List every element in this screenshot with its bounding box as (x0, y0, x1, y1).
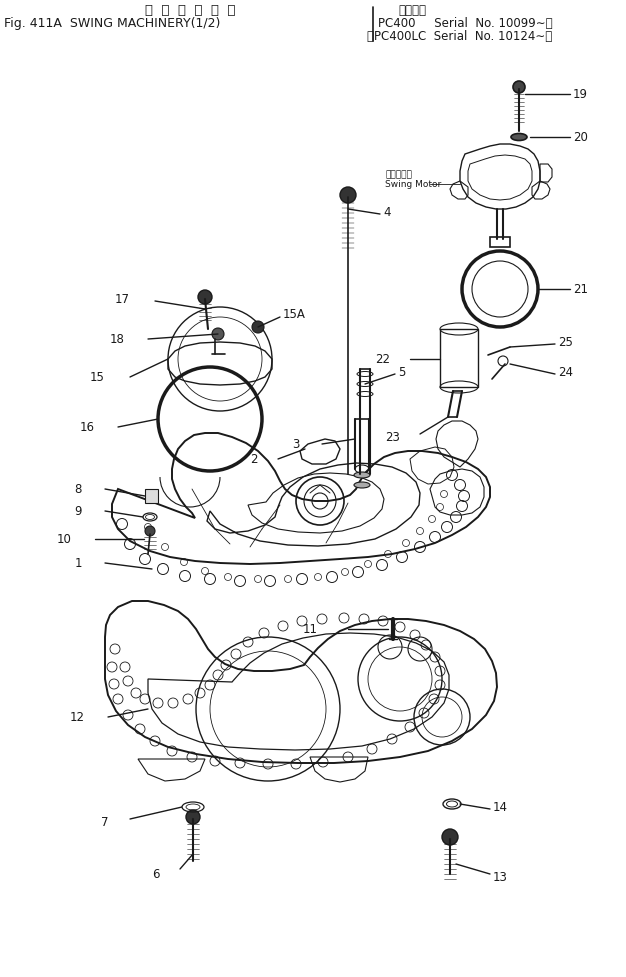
Text: 適用号機: 適用号機 (398, 5, 426, 18)
Text: 9: 9 (74, 505, 82, 518)
Text: 20: 20 (573, 131, 588, 145)
Text: （PC400LC  Serial  No. 10124∼）: （PC400LC Serial No. 10124∼） (367, 30, 552, 43)
Text: 旋回モータ: 旋回モータ (385, 170, 412, 180)
Text: 旋  回  マ  シ  ナ  リ: 旋 回 マ シ ナ リ (145, 5, 235, 18)
Text: 12: 12 (70, 711, 85, 724)
Polygon shape (145, 489, 158, 503)
Bar (440, 329, 478, 388)
Ellipse shape (354, 473, 370, 479)
Text: 23: 23 (385, 431, 400, 444)
Text: 17: 17 (115, 293, 130, 306)
Text: 16: 16 (80, 421, 95, 434)
Text: 8: 8 (74, 483, 82, 496)
Text: 10: 10 (57, 533, 72, 546)
Text: 11: 11 (303, 623, 318, 636)
Text: 6: 6 (153, 868, 160, 880)
Circle shape (186, 810, 200, 825)
Text: 15A: 15A (283, 308, 306, 321)
Text: 13: 13 (493, 871, 508, 883)
Text: 14: 14 (493, 801, 508, 814)
Text: 3: 3 (292, 438, 300, 451)
Text: 2: 2 (250, 453, 258, 466)
Text: 7: 7 (101, 816, 108, 828)
Text: 18: 18 (110, 333, 125, 346)
Text: PC400     Serial  No. 10099∼）: PC400 Serial No. 10099∼） (378, 18, 553, 30)
Circle shape (442, 829, 458, 845)
Ellipse shape (511, 135, 527, 142)
Text: 21: 21 (573, 283, 588, 296)
Text: 1: 1 (74, 557, 82, 570)
Circle shape (252, 321, 264, 334)
Text: 19: 19 (573, 88, 588, 102)
Ellipse shape (354, 483, 370, 488)
Text: 24: 24 (558, 366, 573, 379)
Text: 22: 22 (375, 353, 390, 366)
Circle shape (145, 527, 155, 536)
Circle shape (212, 328, 224, 341)
Text: 25: 25 (558, 336, 573, 349)
Circle shape (198, 291, 212, 305)
Text: Fig. 411A  SWING MACHINERY(1/2): Fig. 411A SWING MACHINERY(1/2) (4, 18, 220, 30)
Text: Swing Motor: Swing Motor (385, 181, 441, 190)
Text: 4: 4 (383, 206, 391, 219)
Circle shape (513, 82, 525, 94)
Text: 5: 5 (398, 366, 406, 379)
Circle shape (340, 188, 356, 204)
Text: 15: 15 (90, 371, 105, 384)
